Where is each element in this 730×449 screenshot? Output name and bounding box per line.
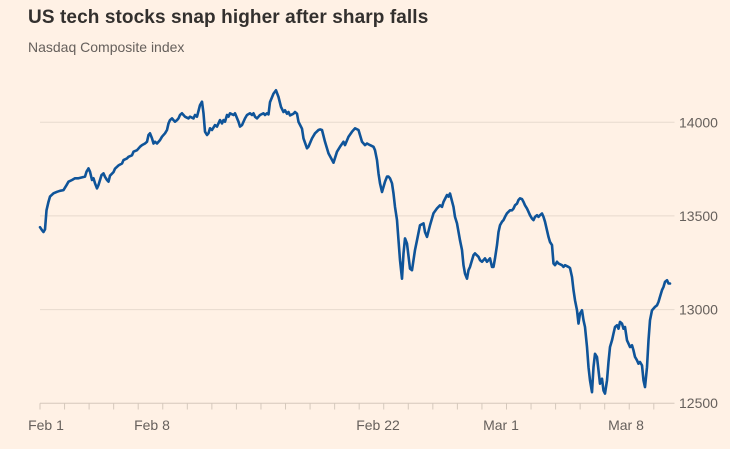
x-axis-label: Feb 22 bbox=[356, 417, 400, 433]
y-axis-label: 12500 bbox=[679, 395, 718, 411]
chart-subtitle: Nasdaq Composite index bbox=[28, 38, 185, 55]
x-axis-label: Mar 8 bbox=[608, 417, 644, 433]
nasdaq-line bbox=[38, 89, 672, 395]
x-axis-label: Feb 1 bbox=[28, 417, 64, 433]
y-axis-label: 13000 bbox=[679, 302, 718, 318]
x-axis-label: Mar 1 bbox=[483, 417, 519, 433]
y-axis-label: 14000 bbox=[679, 114, 718, 130]
y-axis-label: 13500 bbox=[679, 208, 718, 224]
x-axis-label: Feb 8 bbox=[134, 417, 170, 433]
chart-title: US tech stocks snap higher after sharp f… bbox=[28, 7, 429, 28]
chart-header: US tech stocks snap higher after sharp f… bbox=[28, 6, 708, 55]
